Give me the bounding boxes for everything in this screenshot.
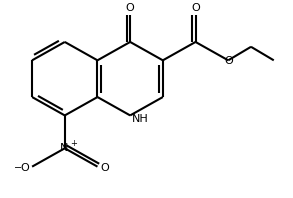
Text: N: N [59, 143, 68, 153]
Text: O: O [225, 56, 234, 66]
Text: O: O [191, 3, 200, 13]
Text: O: O [126, 3, 134, 13]
Text: +: + [70, 139, 76, 148]
Text: O: O [21, 163, 29, 173]
Text: −: − [14, 163, 22, 173]
Text: O: O [100, 163, 109, 173]
Text: NH: NH [132, 114, 149, 124]
